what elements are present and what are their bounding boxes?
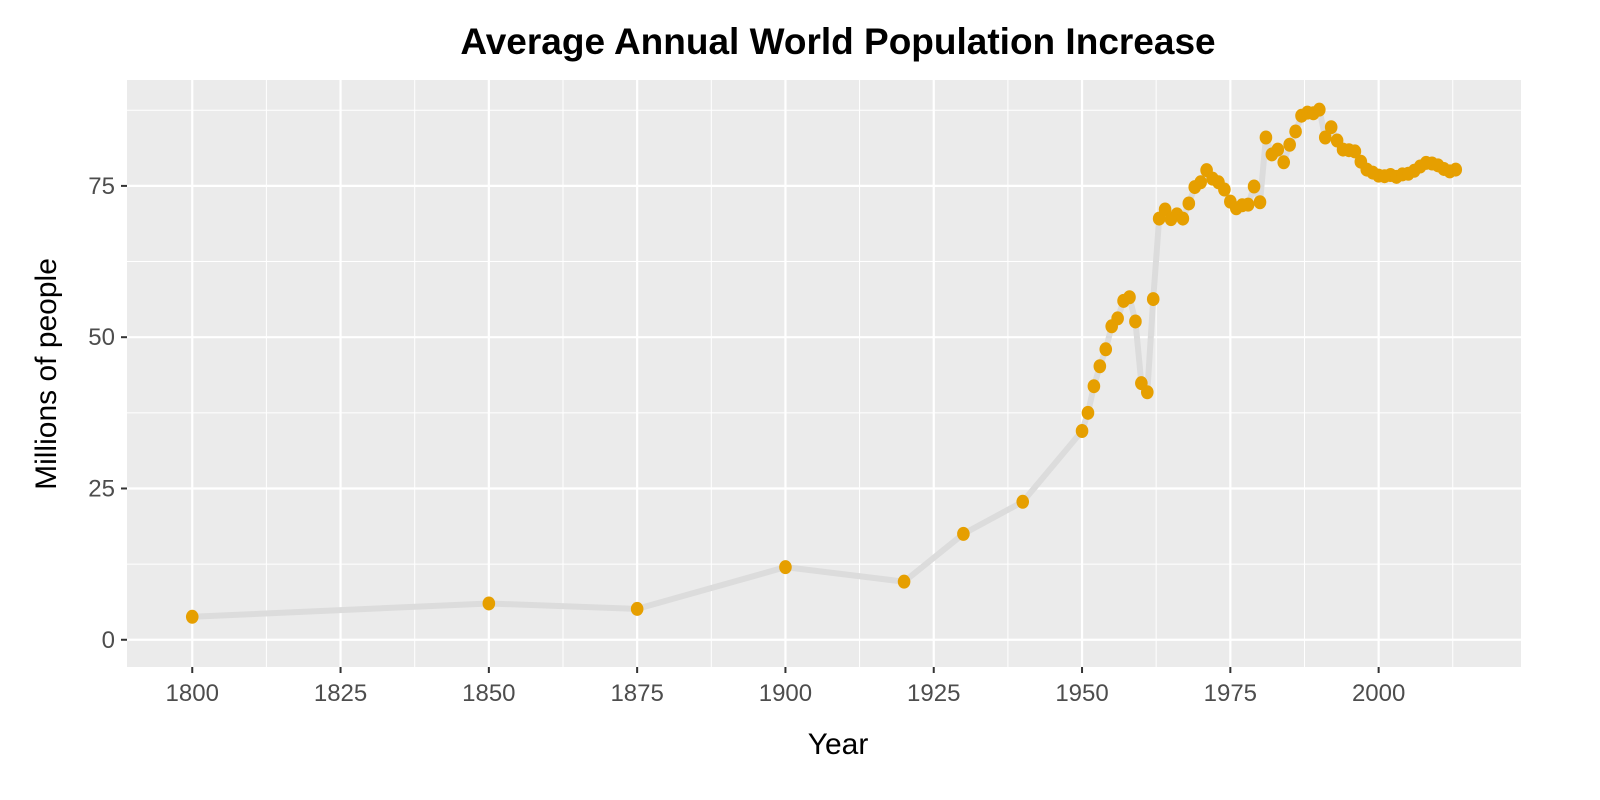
x-tick-label: 1925 bbox=[907, 680, 960, 707]
data-point bbox=[1259, 130, 1273, 145]
data-point bbox=[779, 560, 792, 575]
x-tick-label: 1825 bbox=[314, 680, 367, 707]
y-tick-label: 0 bbox=[102, 627, 115, 654]
data-point bbox=[897, 574, 911, 589]
y-axis: 0 25 50 75 bbox=[88, 173, 127, 654]
plot-panel bbox=[127, 80, 1521, 667]
x-tick-label: 1800 bbox=[166, 680, 219, 707]
data-point bbox=[1318, 130, 1332, 145]
data-point bbox=[1099, 342, 1113, 357]
data-point bbox=[1016, 494, 1030, 509]
data-point bbox=[1271, 142, 1285, 157]
x-tick-label: 2000 bbox=[1352, 680, 1405, 707]
data-points bbox=[185, 102, 1463, 624]
data-point bbox=[1241, 197, 1255, 212]
data-point bbox=[1313, 102, 1326, 117]
data-point bbox=[1247, 179, 1261, 194]
data-point bbox=[1324, 120, 1338, 135]
x-tick-label: 1950 bbox=[1055, 680, 1108, 707]
data-point bbox=[1081, 405, 1095, 420]
y-axis-title: Millions of people bbox=[30, 258, 63, 490]
y-tick-label: 25 bbox=[88, 475, 115, 502]
data-point bbox=[1146, 292, 1160, 307]
data-point bbox=[1140, 385, 1154, 400]
data-point bbox=[1218, 182, 1231, 197]
data-point bbox=[1123, 290, 1136, 305]
x-tick-label: 1900 bbox=[759, 680, 812, 707]
x-tick-label: 1850 bbox=[462, 680, 515, 707]
major-gridlines bbox=[127, 80, 1521, 667]
data-point bbox=[1093, 359, 1107, 374]
chart-title: Average Annual World Population Increase bbox=[460, 21, 1215, 62]
minor-gridlines bbox=[127, 80, 1521, 667]
data-point bbox=[1182, 196, 1196, 211]
data-point bbox=[1194, 175, 1207, 190]
data-point bbox=[630, 601, 644, 616]
data-point bbox=[1348, 144, 1362, 159]
data-point bbox=[185, 609, 199, 624]
data-point bbox=[1253, 195, 1267, 210]
data-point bbox=[482, 596, 496, 611]
data-point bbox=[1111, 311, 1124, 326]
data-point bbox=[1087, 379, 1101, 394]
data-point bbox=[1289, 124, 1302, 139]
y-tick-label: 75 bbox=[88, 173, 115, 200]
data-point bbox=[957, 526, 970, 541]
x-tick-label: 1975 bbox=[1204, 680, 1257, 707]
data-point bbox=[1283, 137, 1296, 152]
data-point bbox=[1176, 211, 1190, 226]
data-point bbox=[1075, 423, 1089, 438]
data-point bbox=[1277, 155, 1291, 170]
data-point bbox=[1129, 314, 1142, 329]
y-tick-label: 50 bbox=[88, 324, 115, 351]
data-point bbox=[1449, 162, 1463, 177]
x-tick-label: 1875 bbox=[610, 680, 663, 707]
x-axis: 1800 1825 1850 1875 1900 1925 1950 1975 2000 bbox=[166, 667, 1405, 707]
x-axis-title: Year bbox=[808, 728, 869, 761]
